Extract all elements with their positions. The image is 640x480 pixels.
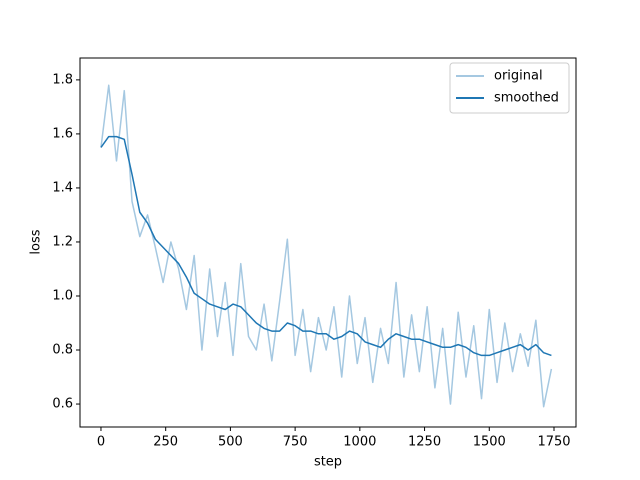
x-tick-label: 1250: [408, 435, 441, 450]
y-tick-label: 1.8: [52, 72, 73, 87]
x-tick-label: 1750: [537, 435, 570, 450]
line-series: [100, 84, 553, 408]
y-axis-label: loss: [29, 229, 44, 254]
x-tick-label: 0: [97, 435, 105, 450]
legend-label: original: [494, 69, 543, 84]
y-tick-label: 1.0: [52, 288, 73, 303]
x-axis-label: step: [314, 455, 342, 470]
legend-label: smoothed: [494, 91, 559, 106]
y-tick-label: 0.6: [52, 397, 73, 412]
line-series: [100, 135, 552, 357]
y-tick-label: 0.8: [52, 343, 73, 358]
y-tick-label: 1.6: [52, 126, 73, 141]
x-tick-label: 1000: [343, 435, 376, 450]
y-tick-label: 1.2: [52, 234, 73, 249]
x-tick-label: 250: [153, 435, 178, 450]
x-tick-label: 500: [218, 435, 243, 450]
x-tick-label: 1500: [473, 435, 506, 450]
axes-frame: [79, 57, 577, 428]
x-tick-label: 750: [283, 435, 308, 450]
y-tick-label: 1.4: [52, 180, 73, 195]
